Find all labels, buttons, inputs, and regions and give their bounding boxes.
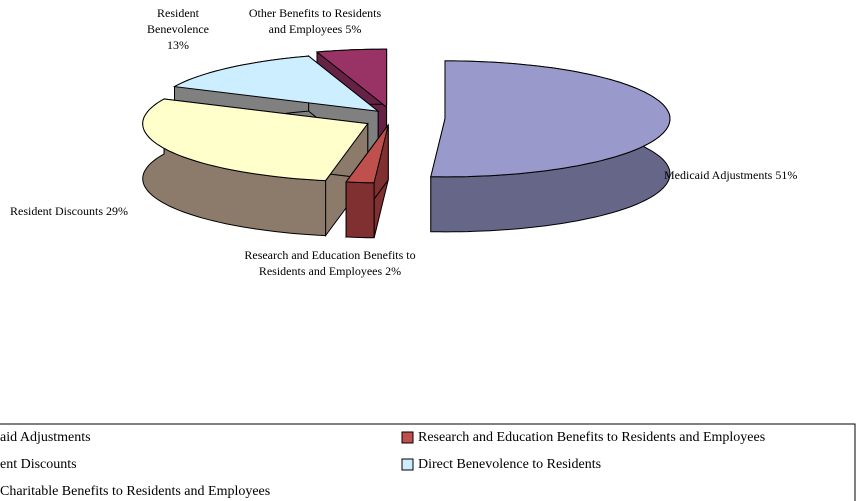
pie-slice <box>345 123 389 239</box>
data-label: Other Benefits to Residents <box>249 6 382 20</box>
legend-label: Charitable Benefits to Residents and Emp… <box>0 484 270 499</box>
pie-slice <box>430 60 671 233</box>
legend-label: Direct Benevolence to Residents <box>418 457 601 472</box>
slice-side <box>345 181 375 239</box>
slice-top <box>345 124 389 184</box>
data-label: 13% <box>167 38 189 52</box>
pie-slice <box>142 98 369 238</box>
legend-label: Research and Education Benefits to Resid… <box>418 430 765 445</box>
data-label: Medicaid Adjustments 51% <box>664 168 797 182</box>
slice-top <box>142 98 369 182</box>
data-label: Residents and Employees 2% <box>259 264 401 278</box>
legend-box <box>0 423 856 501</box>
slice-top <box>430 60 671 178</box>
legend-label: ent Discounts <box>0 457 77 472</box>
legend-swatch <box>401 458 414 471</box>
data-label: Research and Education Benefits to <box>244 248 415 262</box>
legend-label: aid Adjustments <box>0 430 91 445</box>
data-label: Benevolence <box>147 22 209 36</box>
slice-top <box>315 48 388 109</box>
data-label: and Employees 5% <box>269 22 362 36</box>
data-label: Resident Discounts 29% <box>10 204 128 218</box>
slice-top <box>172 55 380 112</box>
data-label: Resident <box>157 6 200 20</box>
legend-swatch <box>401 431 414 444</box>
